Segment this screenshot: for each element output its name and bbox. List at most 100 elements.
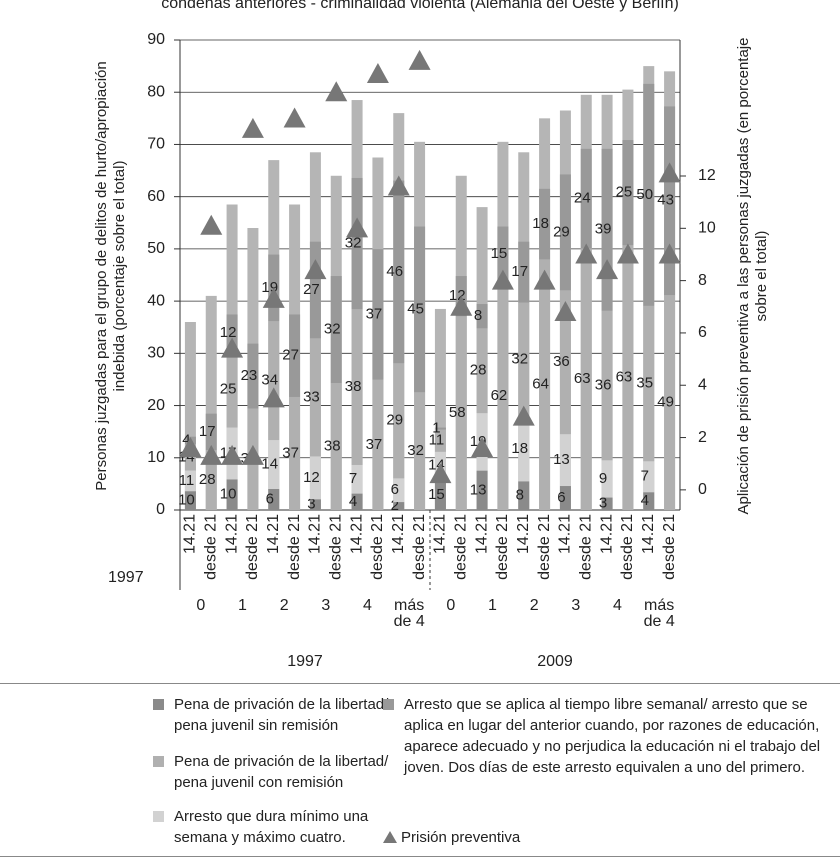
side-label: 1997 [108, 569, 144, 586]
bar-segment [184, 470, 196, 492]
data-label: 63 [574, 370, 591, 387]
x-tick-label: desde 21 [244, 514, 261, 580]
bar-segment [643, 305, 655, 462]
bar-segment [601, 460, 613, 498]
marker [346, 217, 369, 238]
bar-segment [664, 106, 676, 296]
marker [200, 214, 223, 235]
legend-text: Pena de privación de la libertad/ pena j… [174, 753, 389, 791]
legend-item: Pena de privación de la libertad/ pena j… [153, 694, 393, 736]
bar-segment [434, 479, 446, 510]
bar-segment [205, 450, 217, 510]
data-label: 3 [599, 495, 607, 512]
y2-tick-label: 0 [698, 481, 707, 498]
y2-axis-label: Aplicación de prisión preventiva a las p… [735, 37, 770, 515]
data-label: 4 [349, 493, 357, 510]
legend: Pena de privación de la libertad/ pena j… [0, 683, 840, 857]
bar-segment [518, 416, 530, 482]
legend-item: Pena de privación de la libertad/ pena j… [153, 751, 393, 793]
data-label: 32 [345, 235, 362, 252]
chart: condenas anteriores - criminalidad viole… [108, 0, 716, 670]
legend-swatch [153, 699, 164, 710]
data-label: 37 [282, 444, 299, 461]
data-label: 38 [324, 437, 341, 454]
legend-swatch [153, 811, 164, 822]
x-tick-label: 14.21 [557, 514, 574, 554]
data-label: 6 [557, 489, 565, 506]
bar-segment [309, 456, 321, 500]
data-label: 17 [511, 263, 528, 280]
marker [512, 405, 535, 426]
data-label: 7 [641, 468, 649, 485]
bar-segment [601, 148, 613, 311]
data-label: 28 [199, 471, 216, 488]
bar-segment [622, 245, 634, 510]
marker [262, 287, 285, 308]
bar-segment [559, 486, 571, 510]
bar-segment [393, 180, 405, 364]
data-label: 1 [432, 420, 440, 437]
bar-segment [539, 188, 551, 260]
bar-segment [559, 434, 571, 487]
data-label: 24 [574, 190, 591, 207]
data-label: 10 [220, 486, 237, 503]
data-label: 8 [474, 307, 482, 324]
bar-segment [393, 502, 405, 510]
bar-segment [414, 226, 426, 393]
bar-segment [559, 174, 571, 291]
bar-segment [476, 328, 488, 414]
bar-segment [247, 343, 259, 409]
legend-swatch [153, 756, 164, 767]
data-label: 11 [429, 432, 445, 449]
bar-segment [601, 497, 613, 510]
x-tick-label: desde 21 [577, 514, 594, 580]
bar [205, 295, 217, 510]
x-tick-label: desde 21 [661, 514, 678, 580]
bar-segment [434, 427, 446, 430]
bar-segment [268, 321, 280, 441]
bar-segment [330, 382, 342, 510]
data-label: 23 [241, 367, 258, 384]
y2-tick-label: 4 [698, 376, 707, 393]
y2-tick-label: 6 [698, 324, 707, 341]
data-label: 33 [303, 388, 320, 405]
data-label: 58 [449, 404, 466, 421]
x-tick-label: 14.21 [390, 514, 407, 554]
data-label: 32 [511, 351, 528, 368]
data-label: 14 [261, 455, 278, 472]
marker [658, 243, 681, 264]
bar-segment [372, 379, 384, 510]
bar-segment [518, 241, 530, 303]
y-tick-label: 60 [147, 188, 165, 205]
y-tick-label: 30 [147, 345, 165, 362]
x-tick-label: desde 21 [452, 514, 469, 580]
bar-segment [289, 396, 301, 510]
bar-segment [434, 429, 446, 452]
group-label: 3 [571, 597, 581, 614]
marker [387, 175, 410, 196]
group-label: 1 [488, 597, 497, 614]
y-tick-label: 80 [147, 83, 165, 100]
x-tick-label: desde 21 [619, 514, 636, 580]
x-tick-label: desde 21 [411, 514, 428, 580]
marker [366, 63, 389, 84]
bar-segment [205, 413, 217, 451]
x-tick-label: desde 21 [369, 514, 386, 580]
data-label: 64 [532, 376, 549, 393]
marker [221, 444, 244, 465]
legend-item: Arresto que dura mínimo una semana y máx… [153, 806, 393, 848]
data-label: 3 [307, 496, 315, 513]
data-label: 6 [266, 490, 274, 507]
x-tick-label: 14.21 [598, 514, 615, 554]
data-label: 12 [303, 469, 320, 486]
bar-segment [414, 392, 426, 510]
x-tick-label: 14.21 [515, 514, 532, 554]
data-label: 37 [366, 305, 383, 322]
legend-swatch [383, 699, 394, 710]
marker [408, 49, 431, 70]
marker [325, 81, 348, 102]
group-label: 3 [321, 597, 331, 614]
bar-segment [622, 140, 634, 246]
data-label: 18 [532, 215, 549, 232]
